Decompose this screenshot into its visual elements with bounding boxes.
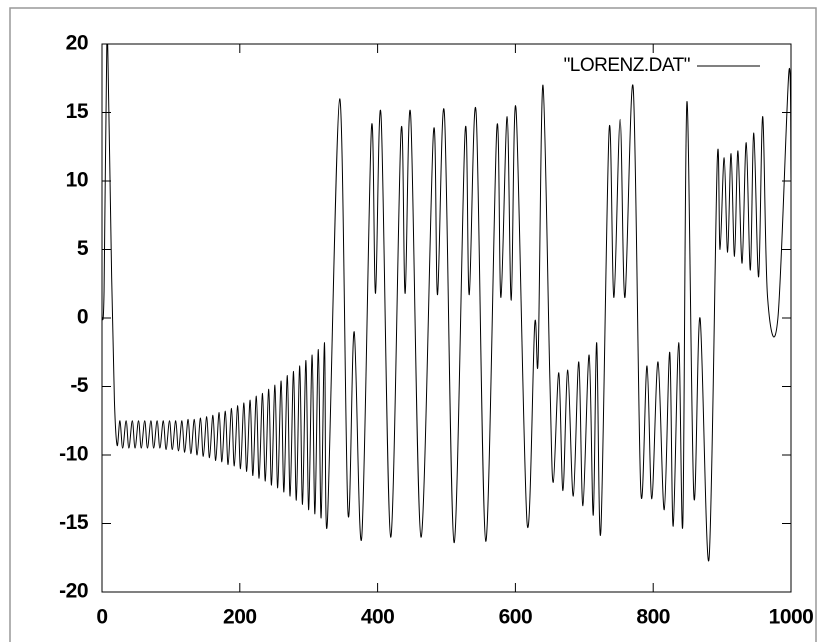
x-tick-label: 400 (361, 606, 395, 629)
x-tick-label: 1000 (769, 606, 814, 629)
x-tick-label: 800 (636, 606, 670, 629)
y-tick-label: 20 (66, 32, 88, 55)
legend-label: "LORENZ.DAT" (564, 55, 690, 76)
x-tick-label: 200 (223, 606, 257, 629)
x-tick-label: 0 (96, 606, 107, 629)
y-tick-label: 10 (66, 169, 88, 192)
screenshot-frame (9, 7, 817, 642)
y-tick-label: -10 (59, 443, 88, 466)
y-tick-label: -20 (59, 580, 88, 603)
y-tick-label: -5 (70, 374, 88, 397)
x-tick-label: 600 (499, 606, 533, 629)
y-tick-label: -15 (59, 511, 89, 534)
y-tick-label: 5 (77, 237, 89, 260)
y-tick-label: 0 (77, 306, 88, 329)
y-tick-label: 15 (66, 100, 89, 123)
data-line (102, 44, 791, 562)
